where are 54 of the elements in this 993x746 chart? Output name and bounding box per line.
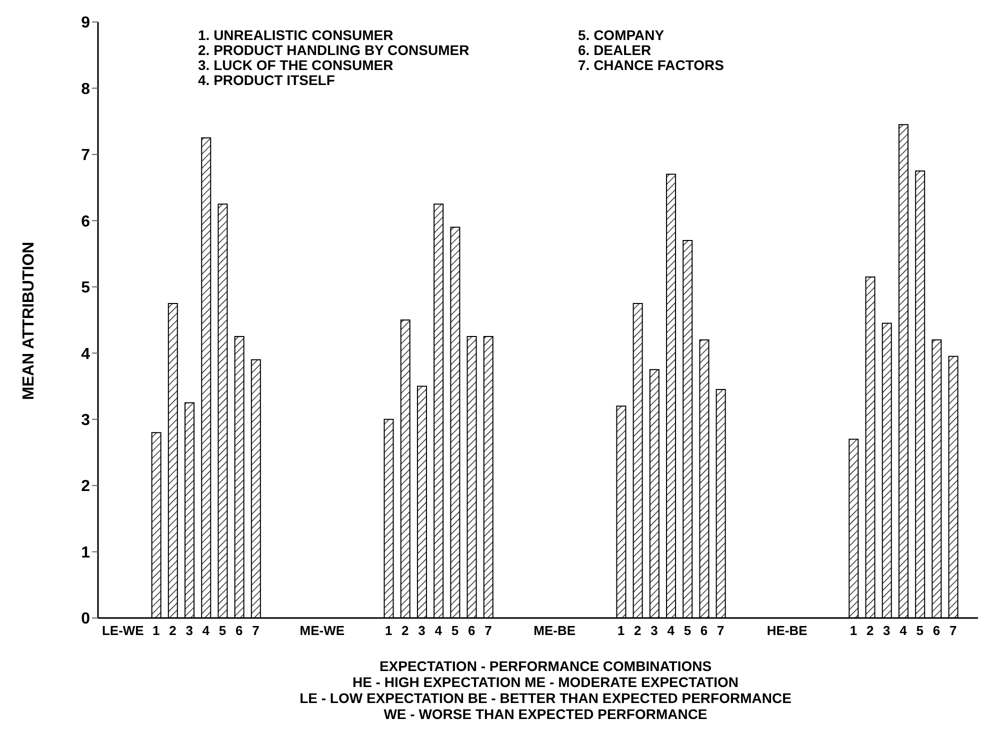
annotation: 3. LUCK OF THE CONSUMER <box>198 57 394 73</box>
x-tick-label: ME-BE <box>534 623 576 638</box>
text: LE - LOW EXPECTATION BE - BETTER THAN EXPECTED PERFORMANCE <box>298 690 792 706</box>
y-tick-label: 9 <box>81 14 90 32</box>
x-tick-label: 3 <box>186 623 193 638</box>
x-tick-label: 4 <box>900 623 908 638</box>
y-tick-label: 4 <box>81 346 90 363</box>
x-tick-label: 2 <box>866 623 874 638</box>
x-tick-label: HE-BE <box>766 623 808 638</box>
x-tick-label: 6 <box>932 623 940 638</box>
x-tick-label: LE-WE <box>102 623 144 638</box>
annotation: 4. PRODUCT ITSELF <box>198 72 336 88</box>
x-tick-label: 6 <box>236 623 243 638</box>
annotation: 7. CHANCE FACTORS <box>578 57 724 73</box>
annotation: 1. UNREALISTIC CONSUMER <box>198 27 394 43</box>
x-tick-label: 1 <box>384 623 392 638</box>
x-tick-label: 3 <box>650 623 658 638</box>
y-tick-label: 6 <box>81 213 90 230</box>
y-tick-label: 3 <box>81 412 90 430</box>
annotation: 5. COMPANY <box>578 27 666 43</box>
y-tick-label: 2 <box>81 478 90 496</box>
y-axis-title: MEAN ATTRIBUTION <box>20 242 38 400</box>
x-tick-label: 7 <box>252 623 260 638</box>
x-tick-label: 4 <box>202 623 210 638</box>
x-tick-label: 1 <box>850 623 858 638</box>
text: WE - WORSE THAN EXPECTED PERFORMANCE <box>382 706 708 722</box>
x-tick-label: 3 <box>883 623 890 638</box>
x-tick-label: 5 <box>451 623 459 638</box>
x-tick-label: 3 <box>418 623 426 638</box>
y-tick-label: 8 <box>81 80 90 98</box>
y-tick-label: 5 <box>81 280 90 297</box>
text: HE - HIGH EXPECTATION ME - MODERATE EXPECTATION <box>351 674 740 690</box>
x-tick-label: 2 <box>169 623 176 638</box>
x-tick-label: 2 <box>634 623 642 638</box>
y-tick-label: 0 <box>81 610 90 628</box>
annotation: 6. DEALER <box>578 42 652 58</box>
x-tick-label: 4 <box>434 623 443 638</box>
x-tick-label: 5 <box>218 623 226 638</box>
x-tick-label: 1 <box>152 623 160 638</box>
x-tick-label: 7 <box>484 623 492 638</box>
x-tick-label: 1 <box>617 623 625 638</box>
x-axis-title: EXPECTATION - PERFORMANCE COMBINATIONS <box>378 658 713 674</box>
annotation: 2. PRODUCT HANDLING BY CONSUMER <box>198 42 470 58</box>
y-tick-label: 7 <box>81 147 90 164</box>
x-tick-label: 4 <box>667 623 676 638</box>
x-tick-label: 5 <box>684 623 692 638</box>
x-tick-label: 7 <box>949 623 957 638</box>
x-tick-label: 5 <box>916 623 924 638</box>
x-tick-label: 2 <box>402 623 409 638</box>
x-tick-label: ME-WE <box>300 623 345 638</box>
x-tick-label: 6 <box>468 623 476 638</box>
y-tick-label: 1 <box>81 544 90 562</box>
x-tick-label: 7 <box>717 623 724 638</box>
x-tick-label: 6 <box>700 623 708 638</box>
